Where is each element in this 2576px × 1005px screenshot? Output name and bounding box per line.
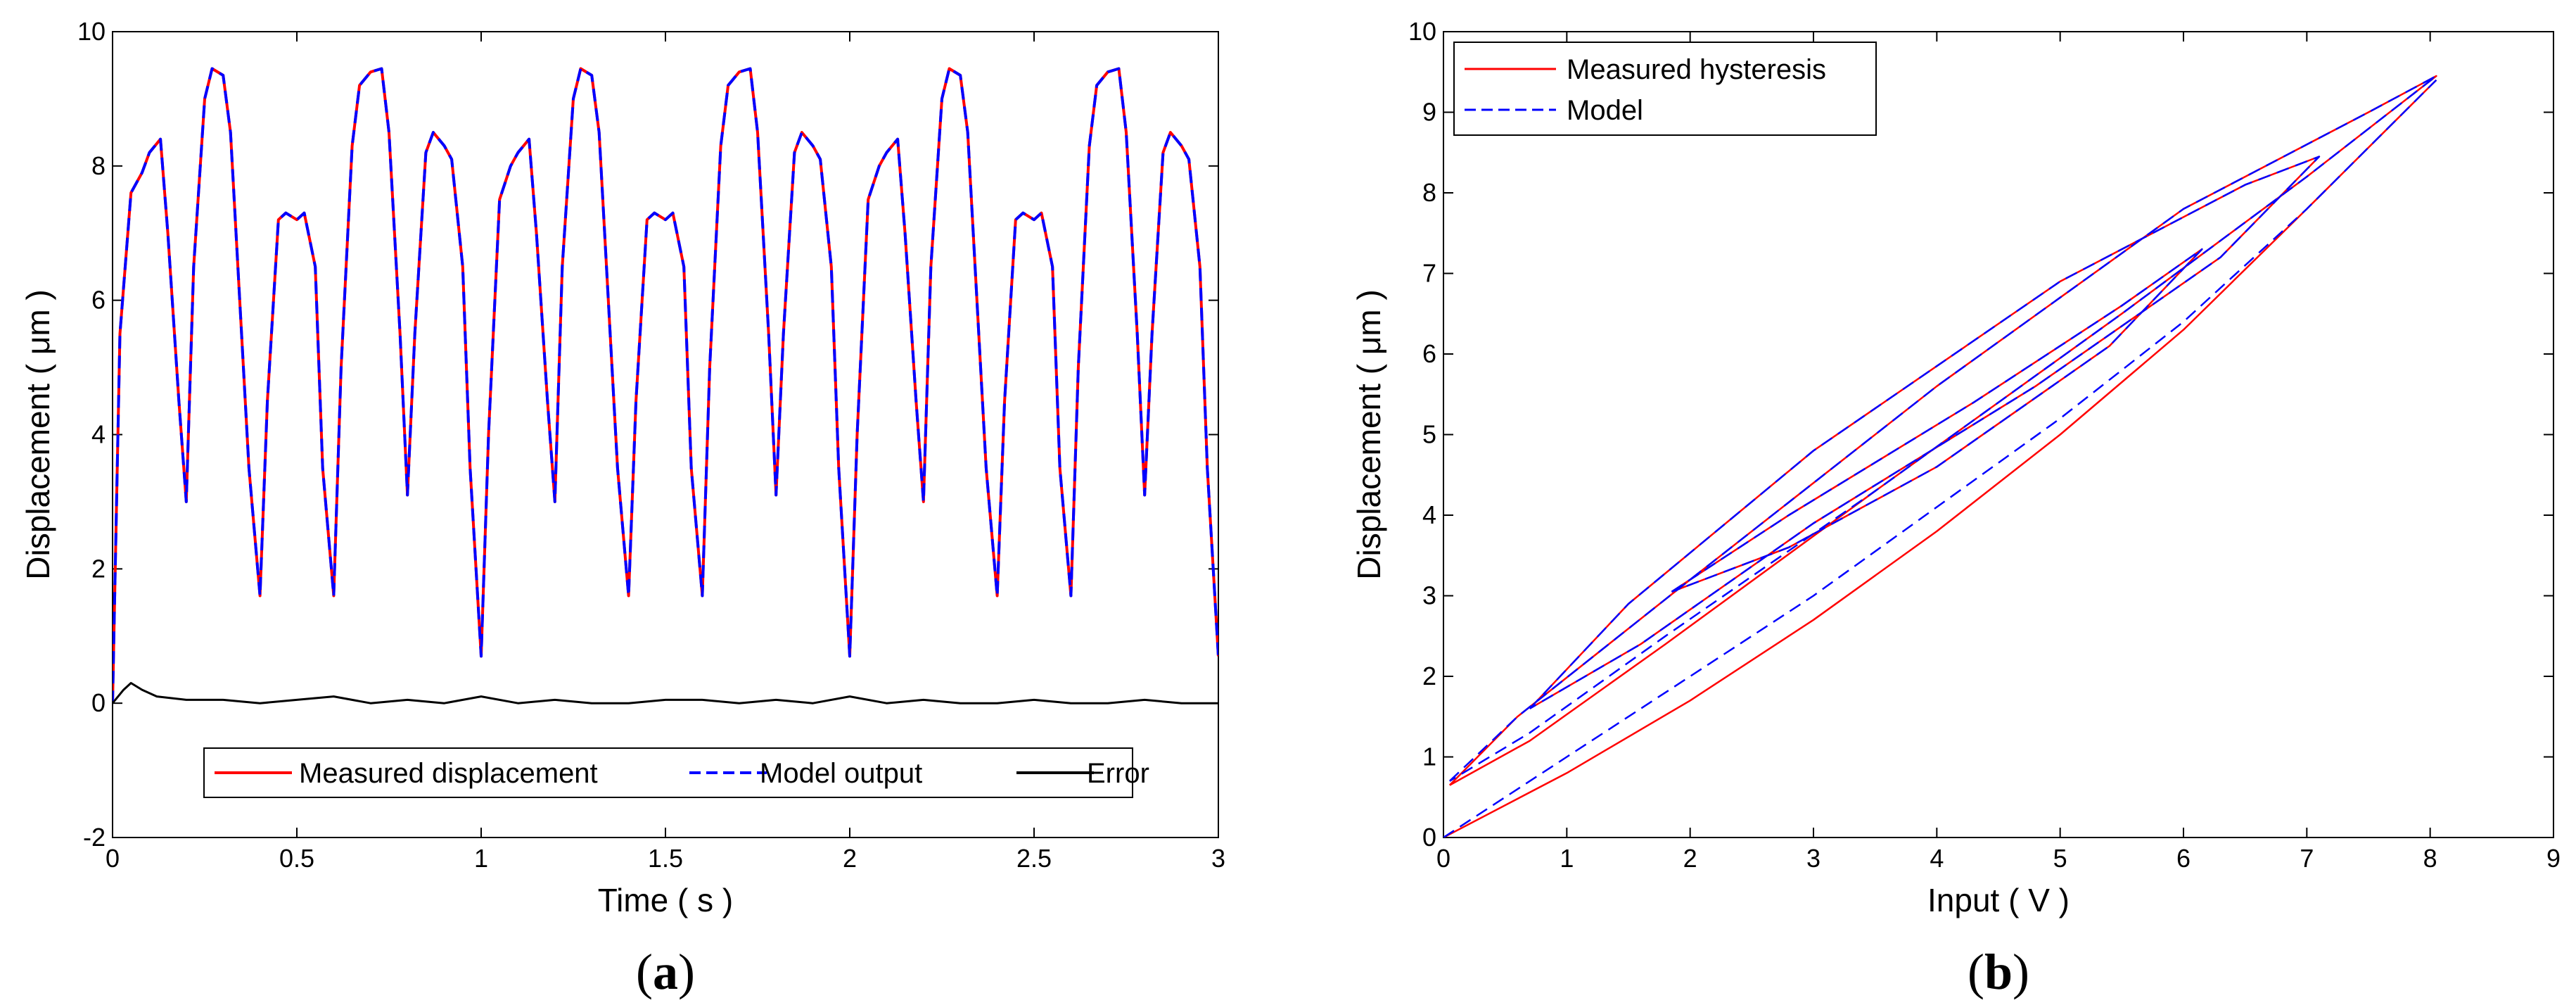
panel-b-chart: 0 1 2 3 4 5 6 7 8 9 0 1 2 3 4 5 6 7 8 9 10 Input ( V ) Displac…	[1351, 17, 2561, 1000]
panel-b-x-tick-label: 0	[1436, 844, 1450, 873]
panel-b-x-tick-label: 4	[1930, 844, 1944, 873]
panel-a-y-tick-label: -2	[83, 823, 106, 852]
panel-b-x-tick-label: 2	[1683, 844, 1697, 873]
panel-a-x-tick-label: 0.5	[279, 844, 314, 873]
panel-b-y-tick-label: 0	[1422, 823, 1436, 852]
panel-b-y-tick-label: 4	[1422, 500, 1436, 529]
panel-b-series-measured-hysteresis	[1443, 79, 2437, 838]
panel-a-legend-box	[203, 747, 1133, 798]
panel-b-y-tick-label: 8	[1422, 178, 1436, 207]
panel-b-x-tick-label: 1	[1560, 844, 1574, 873]
panel-a-y-tick-label: 8	[91, 151, 106, 180]
panel-b-y-tick-label: 1	[1422, 742, 1436, 771]
panel-a-legend-label: Error	[1087, 758, 1149, 789]
panel-b-y-tick-label: 9	[1422, 98, 1436, 127]
panel-b-x-tick-label: 3	[1806, 844, 1821, 873]
panel-a-x-tick-label: 3	[1211, 844, 1225, 873]
panel-a-x-tick-label: 2.5	[1016, 844, 1052, 873]
panel-b-series-model	[1443, 79, 2437, 838]
panel-a-x-tick-label: 1.5	[648, 844, 683, 873]
panel-b-legend-label: Measured hysteresis	[1567, 54, 1826, 85]
panel-b-x-tick-label: 7	[2300, 844, 2314, 873]
panel-b-series-model	[1448, 75, 2437, 782]
panel-a-y-axis-label: Displacement ( μm )	[20, 289, 56, 579]
panel-a-y-tick-label: 0	[91, 688, 106, 717]
panel-a-series-error	[113, 682, 1218, 704]
panel-b-caption: (b)	[1968, 944, 2029, 1000]
panel-b-x-axis-label: Input ( V )	[1927, 882, 2070, 918]
panel-a-x-tick-label: 2	[843, 844, 857, 873]
panel-a-legend-label: Measured displacement	[299, 758, 598, 789]
panel-b-series-model	[1671, 248, 2203, 593]
panel-b-x-tick-label: 9	[2546, 844, 2561, 873]
panel-b-x-tick-label: 5	[2053, 844, 2067, 873]
panel-a-y-tick-label: 4	[91, 420, 106, 449]
panel-b-y-tick-label: 3	[1422, 581, 1436, 610]
panel-a-plot-area	[112, 31, 1219, 838]
panel-a-x-tick-label: 0	[106, 844, 120, 873]
panel-b-y-tick-label: 7	[1422, 259, 1436, 288]
panel-a-x-tick-label: 1	[474, 844, 488, 873]
panel-b-y-tick-label: 6	[1422, 339, 1436, 368]
panel-b-y-axis-label: Displacement ( μm )	[1351, 289, 1387, 579]
panel-b-x-tick-label: 8	[2423, 844, 2437, 873]
panel-a-legend-label: Model output	[760, 758, 922, 789]
panel-a-y-tick-label: 6	[91, 286, 106, 315]
panel-b-series-model	[1529, 156, 2321, 709]
panel-a-x-axis-label: Time ( s )	[598, 882, 734, 918]
panel-b-legend-box	[1453, 42, 1877, 136]
panel-b-legend-label: Model	[1567, 95, 1643, 126]
panel-a-series-model-output	[113, 67, 1218, 704]
panel-b-y-tick-label: 2	[1422, 662, 1436, 690]
panel-b-y-tick-label: 5	[1422, 420, 1436, 449]
panel-b-x-tick-label: 6	[2176, 844, 2191, 873]
panel-a-caption: (a)	[636, 944, 695, 1000]
panel-a-y-tick-label: 10	[77, 17, 106, 46]
panel-b-y-tick-label: 10	[1408, 17, 1436, 46]
panel-a-y-tick-label: 2	[91, 554, 106, 583]
panel-b-plot-area	[1443, 31, 2554, 838]
